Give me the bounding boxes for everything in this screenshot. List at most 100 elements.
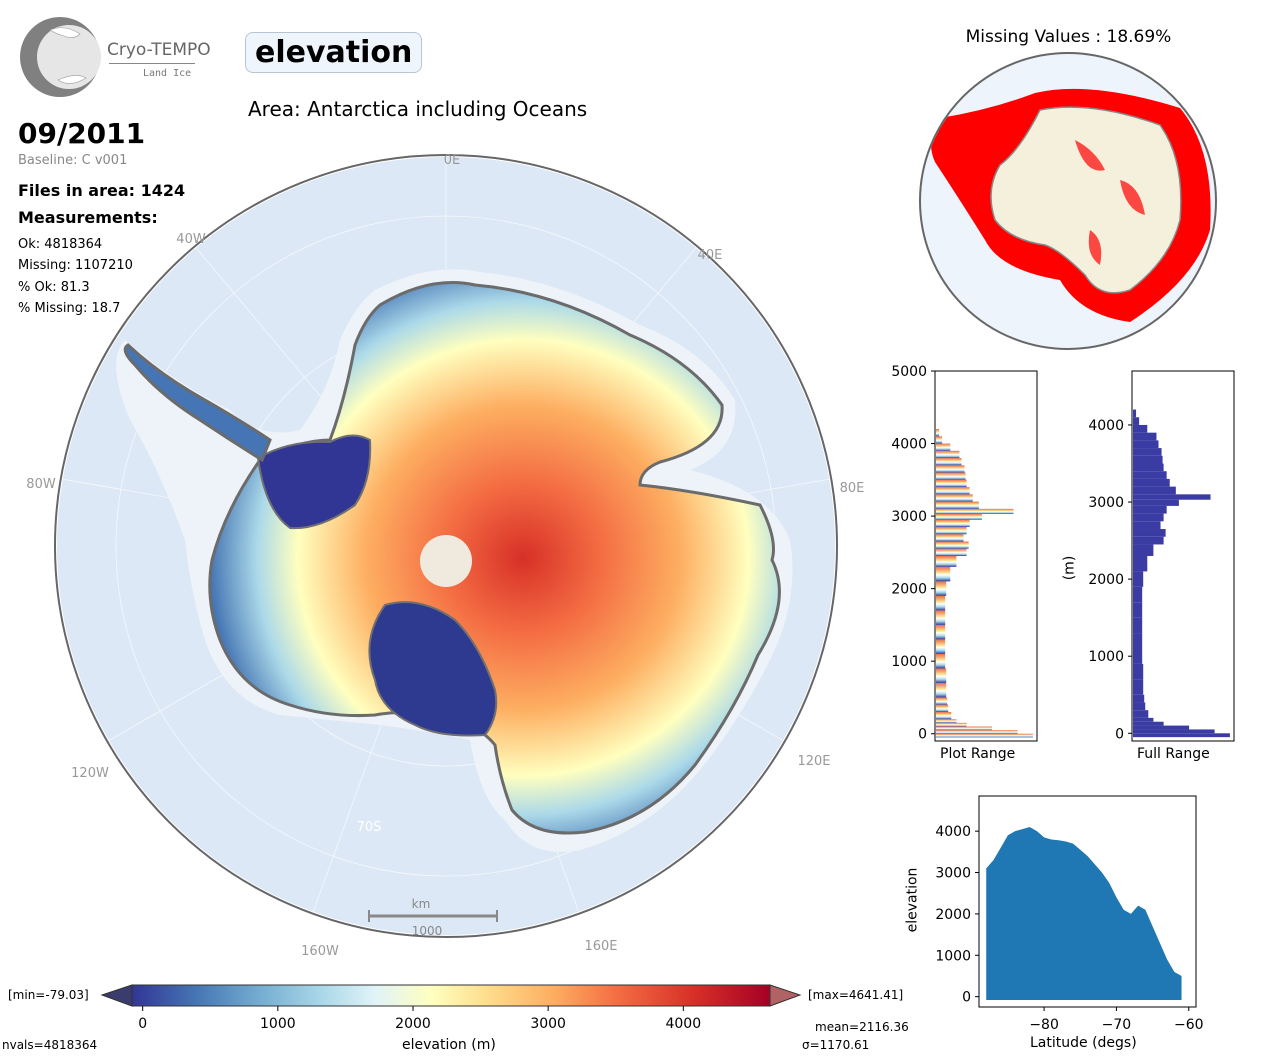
hist-bar xyxy=(1133,499,1179,506)
lon-label-120E: 120E xyxy=(797,754,830,769)
hist-bar xyxy=(1133,536,1164,545)
lon-label-160W: 160W xyxy=(301,944,339,959)
hist-ytick-label: 3000 xyxy=(891,509,927,525)
scatter-xtick-label: −60 xyxy=(1174,1017,1204,1033)
hist-bar xyxy=(1133,702,1146,711)
antarctica-elevation xyxy=(208,281,781,835)
lon-labels: 0E 40E 80E 120E 160E 160W 120W 80W 40W 7… xyxy=(26,153,864,959)
nvals-label: nvals=4818364 xyxy=(2,1038,98,1052)
scatter-ytick-label: 1000 xyxy=(935,948,971,964)
hist-bar xyxy=(1133,486,1176,495)
hist-bar xyxy=(1133,663,1144,680)
hist-bar xyxy=(1133,505,1167,514)
scatter-ylabel: elevation xyxy=(904,867,921,933)
scatter-xlabel: Latitude (degs) xyxy=(1030,1035,1137,1051)
hist-bar xyxy=(1133,513,1164,522)
hist-bar xyxy=(1133,710,1149,718)
hist-bar xyxy=(936,450,960,459)
pole-hole xyxy=(420,535,472,587)
hist-bar xyxy=(936,722,967,727)
hist-bar xyxy=(936,534,964,542)
hist-ytick-label: 1000 xyxy=(1088,649,1124,665)
hist-bar xyxy=(1133,544,1154,556)
colorbar-min-label: [min=-79.03] xyxy=(8,988,89,1002)
weddell-sea xyxy=(256,434,372,530)
lat-elevation-scatter: −80 −70 −60 0 1000 2000 3000 4000 xyxy=(935,824,1203,1033)
scatter-ytick-label: 4000 xyxy=(935,824,971,840)
hist-bar xyxy=(936,581,947,596)
hist-bar xyxy=(1133,478,1170,487)
hist-bar xyxy=(936,472,966,480)
colorbar-tick-label: 2000 xyxy=(395,1016,431,1032)
lon-label-160E: 160E xyxy=(584,939,617,954)
hist-bar xyxy=(1133,733,1230,738)
lon-label-80W: 80W xyxy=(26,477,56,492)
hist-ytick-label: 2000 xyxy=(891,582,927,598)
hist-bar xyxy=(1133,679,1144,695)
hist-ytick-label: 0 xyxy=(918,727,927,743)
hist-ytick-label: 4000 xyxy=(891,437,927,453)
hist-bar xyxy=(1133,463,1164,472)
scatter-xtick-label: −70 xyxy=(1102,1017,1132,1033)
lon-label-40E: 40E xyxy=(698,248,723,263)
scale-bar: km 1000 xyxy=(368,897,498,938)
hist-bar xyxy=(936,501,979,509)
hist-bar xyxy=(936,697,948,705)
full-range-hist: 0 1000 2000 3000 4000 xyxy=(1088,409,1230,742)
lon-label-120W: 120W xyxy=(71,766,109,781)
hist-bar xyxy=(1133,617,1143,634)
stat-ok: Ok: 4818364 xyxy=(18,237,103,252)
colorbar: 0 1000 2000 3000 4000 xyxy=(100,984,802,1032)
hist-bar xyxy=(1133,424,1148,433)
hist-ytick-label: 4000 xyxy=(1088,418,1124,434)
hist-bar xyxy=(1133,633,1143,649)
scatter-xtick-label: −80 xyxy=(1029,1017,1059,1033)
hist-bar xyxy=(936,494,973,502)
scatter-axes xyxy=(978,795,1197,1008)
sigma-label: σ=1170.61 xyxy=(802,1038,870,1052)
hist-bar xyxy=(936,443,951,451)
hist-bar xyxy=(1133,409,1137,418)
scatter-ytick-label: 0 xyxy=(962,990,971,1006)
lon-label-40W: 40W xyxy=(176,232,206,247)
hist-bar xyxy=(1133,648,1143,664)
antarctic-peninsula xyxy=(123,343,272,463)
hist-bar xyxy=(1133,602,1143,618)
hist-bar xyxy=(1133,571,1144,587)
hist-bar xyxy=(936,711,952,720)
colorbar-tick-label: 3000 xyxy=(530,1016,566,1032)
stat-pct-ok: % Ok: 81.3 xyxy=(18,280,90,295)
full-range-ylabel: (m) xyxy=(1061,555,1078,581)
colorbar-max-label: [max=4641.41] xyxy=(808,988,904,1002)
hist-ytick-label: 3000 xyxy=(1088,495,1124,511)
page-title: elevation xyxy=(245,32,423,73)
lon-label-80E: 80E xyxy=(840,481,865,496)
stat-missing: Missing: 1107210 xyxy=(18,258,133,273)
files-count: Files in area: 1424 xyxy=(18,181,186,200)
mean-label: mean=2116.36 xyxy=(815,1020,909,1034)
cryo-tempo-logo xyxy=(20,17,101,97)
missing-values-map xyxy=(919,52,1217,350)
hist-bar xyxy=(936,556,957,567)
scale-unit: km xyxy=(412,897,431,911)
hist-bar xyxy=(936,465,965,473)
elevation-map: 0E 40E 80E 120E 160E 160W 120W 80W 40W 7… xyxy=(26,153,864,959)
scatter-ytick-label: 3000 xyxy=(935,866,971,882)
hist-bar xyxy=(1133,521,1161,530)
hist-bar xyxy=(1133,432,1157,441)
hist-bar xyxy=(936,704,949,712)
hist-bar xyxy=(936,479,967,488)
hist-bar xyxy=(1133,721,1164,726)
hist-ytick-label: 1000 xyxy=(891,654,927,670)
hist-bar xyxy=(1133,694,1145,703)
hist-bar xyxy=(936,458,962,466)
date-label: 09/2011 xyxy=(18,117,146,150)
missing-values-title: Missing Values : 18.69% xyxy=(965,27,1172,47)
hist-ytick-label: 2000 xyxy=(1088,572,1124,588)
hist-bar xyxy=(936,653,946,669)
scatter-points xyxy=(986,827,1182,1000)
logo-name: Cryo-TEMPO xyxy=(107,40,211,60)
logo-divider xyxy=(109,63,195,64)
measurements-title: Measurements: xyxy=(18,208,158,227)
